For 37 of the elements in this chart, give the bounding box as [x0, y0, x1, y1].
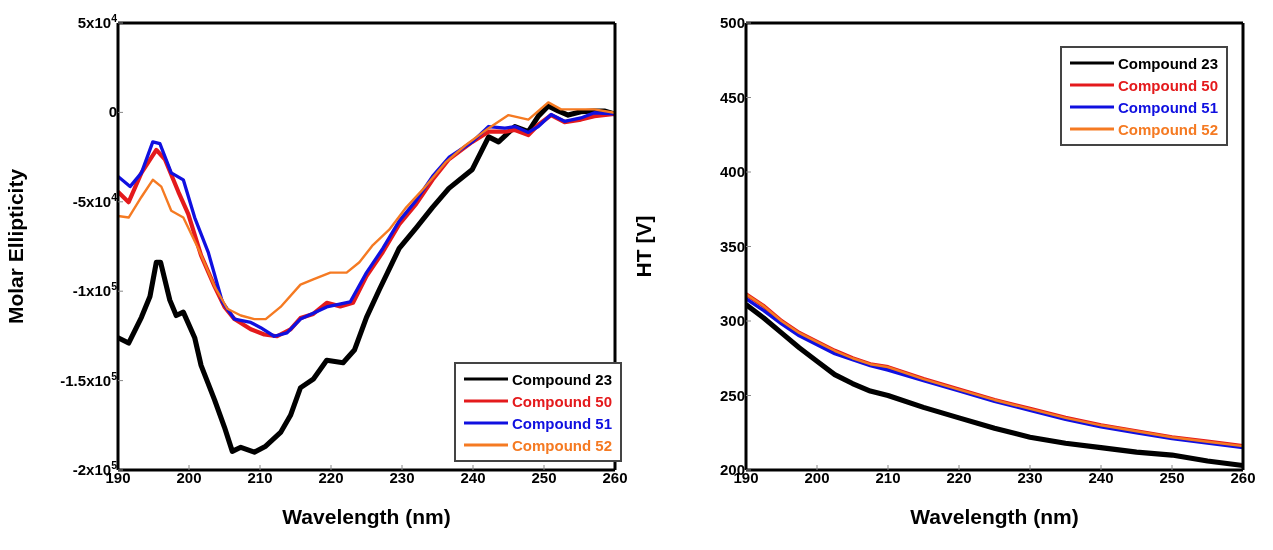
- legend-label: Compound 51: [512, 414, 612, 432]
- x-tick-label: 210: [247, 469, 273, 486]
- x-tick-label: 260: [1230, 469, 1256, 486]
- legend-label: Compound 52: [1118, 120, 1218, 138]
- y-tick-label: 250: [719, 386, 745, 404]
- legend-label: Compound 50: [512, 392, 612, 410]
- x-tick-label: 250: [1159, 469, 1185, 486]
- legend-label: Compound 52: [512, 436, 612, 454]
- x-tick-label: 240: [460, 469, 486, 486]
- x-tick-label: 250: [531, 469, 557, 486]
- x-axis-title: Wavelength (nm): [910, 505, 1079, 528]
- y-axis-title: Molar Ellipticity: [4, 168, 28, 325]
- x-axis-title: Wavelength (nm): [282, 505, 451, 528]
- y-tick-label: -1x10$^{5}$: [72, 280, 118, 300]
- x-tick-label: 210: [875, 469, 901, 486]
- y-tick-label: -5x10$^{4}$: [72, 190, 118, 210]
- legend-label: Compound 23: [512, 370, 612, 388]
- y-tick-label: 450: [719, 88, 745, 106]
- legend-label: Compound 50: [1118, 76, 1218, 94]
- x-tick-label: 220: [946, 469, 972, 486]
- x-tick-label: 230: [389, 469, 415, 486]
- y-tick-label: 300: [719, 312, 745, 329]
- y-tick-label: 400: [719, 163, 745, 180]
- x-tick-label: 220: [318, 469, 344, 486]
- y-tick-label: 350: [719, 237, 745, 255]
- y-tick-label: -1.5x10$^{5}$: [60, 369, 118, 389]
- legend-label: Compound 23: [1118, 54, 1218, 72]
- x-tick-label: 240: [1088, 469, 1114, 486]
- y-tick-label: 0: [108, 103, 117, 121]
- x-tick-label: 200: [176, 469, 202, 486]
- x-tick-label: 260: [602, 469, 628, 486]
- y-tick-label: 5x10$^{4}$: [77, 12, 118, 31]
- y-axis-title: HT [V]: [632, 215, 656, 278]
- y-tick-label: 500: [719, 14, 745, 31]
- x-tick-label: 230: [1017, 469, 1043, 486]
- x-tick-label: 200: [804, 469, 830, 486]
- legend-label: Compound 51: [1118, 98, 1218, 116]
